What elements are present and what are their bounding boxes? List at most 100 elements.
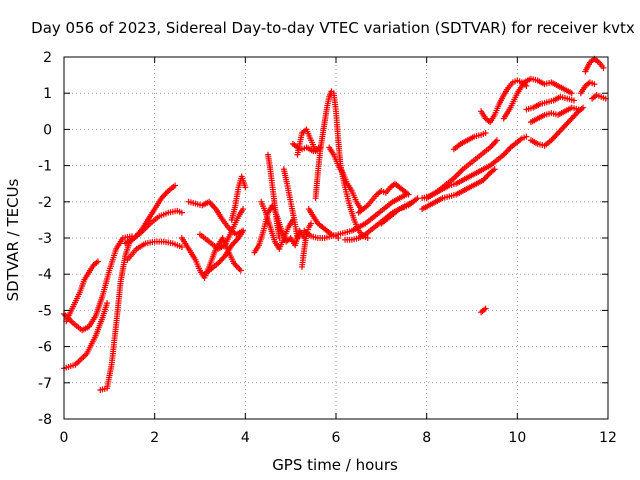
data-point [557, 127, 564, 134]
y-tick-label: -8 [38, 412, 52, 428]
data-point [555, 130, 562, 137]
series-arc-ac [450, 130, 489, 153]
data-point [308, 220, 315, 227]
data-point [210, 203, 217, 210]
series-arc-r [294, 126, 324, 158]
data-point [161, 192, 168, 199]
data-point [482, 130, 489, 137]
data-point [484, 172, 491, 179]
data-point [178, 209, 185, 216]
data-point [571, 112, 578, 119]
series-arc-i [197, 206, 247, 252]
series-arc-af [523, 93, 577, 113]
data-point [566, 118, 573, 125]
y-tick-label: 2 [43, 50, 52, 66]
data-point [567, 116, 574, 123]
data-point [233, 263, 240, 270]
y-tick-label: -6 [38, 340, 52, 356]
series-arc-aj [589, 92, 609, 102]
data-point [242, 184, 249, 191]
data-point [559, 125, 566, 132]
data-point [163, 189, 170, 196]
y-tick-label: -1 [38, 159, 52, 175]
series-arc-ai [582, 55, 607, 75]
data-point [561, 122, 568, 129]
series-arc-n [265, 151, 283, 241]
data-point [235, 264, 242, 271]
x-axis-title: GPS time / hours [272, 456, 398, 474]
x-tick-label: 10 [508, 430, 526, 446]
series-arc-y [378, 195, 421, 227]
data-point [568, 115, 575, 122]
y-tick-label: -5 [38, 303, 52, 319]
data-point [294, 235, 301, 241]
series-arc-p [299, 220, 315, 270]
series-arc-v [301, 191, 410, 241]
data-point [483, 174, 490, 181]
x-tick-label: 6 [332, 430, 341, 446]
x-tick-label: 8 [422, 430, 431, 446]
data-point [405, 191, 412, 198]
y-tick-label: 0 [43, 122, 52, 138]
series-arc-c [61, 300, 111, 372]
data-point [570, 114, 577, 121]
y-axis-title: SDTVAR / TECUs [4, 178, 22, 301]
series-arc-ah [527, 104, 587, 149]
data-point [551, 134, 558, 141]
data-point [162, 190, 169, 197]
data-point [488, 143, 495, 150]
data-point [95, 258, 101, 265]
data-point [104, 300, 111, 307]
data-point [217, 257, 224, 264]
x-tick-label: 4 [241, 430, 250, 446]
data-point [553, 131, 560, 138]
data-point [276, 235, 283, 241]
data-marks [61, 55, 609, 394]
data-point [571, 97, 577, 104]
data-point [560, 124, 567, 131]
series-arc-b [63, 258, 101, 325]
y-tick-label: -7 [38, 376, 52, 392]
data-point [237, 267, 244, 274]
series-arc-ae [500, 75, 575, 122]
data-point [502, 150, 509, 157]
series-arc-e [122, 207, 185, 247]
y-tick-label: 1 [43, 86, 52, 102]
series-arc-ak [577, 79, 598, 97]
series-arc-m [258, 198, 296, 252]
data-point [232, 237, 239, 244]
data-point [591, 81, 598, 88]
data-point [563, 121, 570, 128]
data-point [491, 166, 498, 173]
chart-title: Day 056 of 2023, Sidereal Day-to-day VTE… [31, 19, 635, 37]
series-arc-f [124, 238, 185, 263]
series-arc-u [326, 144, 364, 213]
x-tick-label: 12 [599, 430, 617, 446]
data-point [600, 64, 607, 71]
series-arc-s [305, 206, 342, 241]
data-point [492, 138, 499, 145]
data-point [489, 141, 496, 148]
series-arc-o [280, 166, 301, 241]
data-point [491, 140, 498, 147]
data-point [549, 135, 556, 142]
data-point [493, 137, 500, 144]
series-arc-j [201, 227, 247, 278]
data-point [482, 305, 489, 312]
data-point [568, 90, 575, 97]
x-tick-label: 2 [150, 430, 159, 446]
data-point [503, 148, 510, 155]
axis-ticks [63, 56, 609, 420]
data-point [219, 255, 226, 262]
data-point [552, 132, 559, 139]
series-arc-ab [423, 137, 500, 202]
data-point [178, 244, 185, 251]
series-arc-ag [527, 104, 582, 126]
data-point [240, 206, 247, 213]
data-point [216, 258, 223, 265]
data-point [506, 145, 513, 152]
y-tick-label: -3 [38, 231, 52, 247]
data-point [580, 104, 587, 111]
data-point [504, 147, 511, 154]
